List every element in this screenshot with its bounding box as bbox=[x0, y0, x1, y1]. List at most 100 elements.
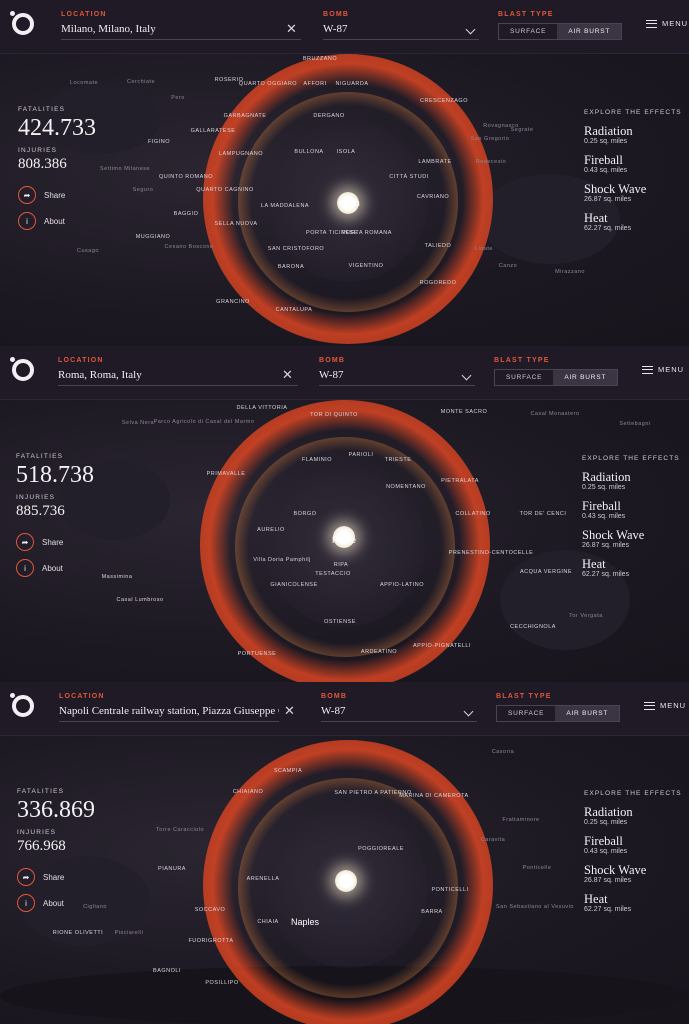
map-milan[interactable]: Milan ROSERIO QUARTO OGGIARO AFFORI NIGU… bbox=[0, 54, 689, 346]
map-place: GALLARATESE bbox=[190, 128, 236, 134]
map-place: PRENESTINO-CENTOCELLE bbox=[448, 550, 534, 556]
map-place: Rovagnasco bbox=[483, 123, 519, 129]
air-burst-button[interactable]: AIR BURST bbox=[557, 24, 622, 39]
injuries-label: INJURIES bbox=[16, 494, 56, 501]
info-icon: i bbox=[17, 894, 35, 912]
top-bar: LOCATION Milano, Milano, Italy ✕ BOMB W-… bbox=[0, 0, 689, 54]
menu-button[interactable]: MENU bbox=[642, 365, 684, 374]
air-burst-button[interactable]: AIR BURST bbox=[553, 370, 618, 385]
effects-panel: EXPLORE THE EFFECTS Radiation 0.25 sq. mi… bbox=[584, 790, 684, 921]
map-place: BULLONA bbox=[294, 149, 324, 155]
map-place: Tor Vergata bbox=[569, 613, 603, 619]
map-place: QUINTO ROMANO bbox=[158, 174, 214, 180]
location-input[interactable]: Milano, Milano, Italy bbox=[61, 20, 301, 40]
effect-fireball[interactable]: Fireball 0.43 sq. miles bbox=[584, 153, 628, 174]
bomb-label: BOMB bbox=[323, 11, 350, 18]
stats-panel: FATALITIES 424.733 INJURIES 808.386 ➦ Sh… bbox=[18, 106, 96, 230]
map-place: Caravita bbox=[480, 837, 506, 843]
map-place: PRIMAVALLE bbox=[206, 471, 246, 477]
map-place: PIANURA bbox=[158, 866, 186, 872]
share-label: Share bbox=[42, 537, 64, 547]
map-place: AURELIO bbox=[257, 527, 285, 533]
map-place: CITTÀ STUDI bbox=[389, 174, 429, 180]
clear-location-icon[interactable]: ✕ bbox=[284, 703, 295, 718]
effect-shock-wave[interactable]: Shock Wave 26.87 sq. miles bbox=[584, 182, 647, 203]
map-place: POSILLIPO bbox=[205, 980, 239, 986]
air-burst-button[interactable]: AIR BURST bbox=[555, 706, 620, 721]
effects-panel: EXPLORE THE EFFECTS Radiation 0.25 sq. mi… bbox=[582, 455, 682, 586]
share-button[interactable]: ➦ Share bbox=[16, 533, 94, 551]
map-place: ARDEATINO bbox=[360, 649, 398, 655]
effect-radiation[interactable]: Radiation 0.25 sq. miles bbox=[584, 124, 633, 145]
map-place: LAMBRATE bbox=[418, 159, 452, 165]
effect-heat[interactable]: Heat 62.27 sq. miles bbox=[584, 211, 632, 232]
panel-naples: Naples SCAMPIA CHIAIANO SAN PIETRO A PAT… bbox=[0, 682, 689, 1024]
clear-location-icon[interactable]: ✕ bbox=[282, 367, 293, 382]
effect-radiation[interactable]: Radiation 0.25 sq. miles bbox=[582, 470, 631, 491]
map-place: Linate bbox=[475, 246, 493, 252]
surface-button[interactable]: SURFACE bbox=[506, 374, 543, 381]
map-rome[interactable]: Rome DELLA VITTORIA TOR DI QUINTO MONTE … bbox=[0, 400, 689, 682]
map-place: Cigliano bbox=[83, 904, 107, 910]
about-button[interactable]: i About bbox=[16, 559, 94, 577]
map-place: Selva Nera bbox=[121, 420, 155, 426]
about-button[interactable]: i About bbox=[17, 894, 95, 912]
fireball-core bbox=[335, 870, 357, 892]
share-button[interactable]: ➦ Share bbox=[17, 868, 95, 886]
bomb-select[interactable]: W-87 bbox=[323, 20, 479, 40]
fatalities-value: 424.733 bbox=[18, 115, 96, 141]
effect-radiation[interactable]: Radiation 0.25 sq. miles bbox=[584, 805, 633, 826]
map-place: FLAMINIO bbox=[302, 457, 332, 463]
map-place: FIGINO bbox=[148, 139, 170, 145]
effect-shock-wave[interactable]: Shock Wave 26.87 sq. miles bbox=[582, 528, 645, 549]
map-place: QUARTO OGGIARO bbox=[238, 81, 298, 87]
location-input[interactable]: Roma, Roma, Italy bbox=[58, 366, 298, 386]
surface-button[interactable]: SURFACE bbox=[508, 710, 545, 717]
site-logo-icon[interactable] bbox=[10, 357, 34, 381]
map-place: Canzo bbox=[498, 263, 518, 269]
location-label: LOCATION bbox=[59, 693, 105, 700]
surface-button[interactable]: SURFACE bbox=[510, 28, 547, 35]
map-place: OSTIENSE bbox=[324, 619, 356, 625]
top-bar: LOCATION Napoli Centrale railway station… bbox=[0, 682, 689, 736]
injuries-value: 885.736 bbox=[16, 503, 65, 519]
bomb-select[interactable]: W-87 bbox=[321, 702, 477, 722]
map-place: MUGGIANO bbox=[135, 234, 171, 240]
fireball-core bbox=[337, 192, 359, 214]
map-place: MONTE SACRO bbox=[440, 409, 488, 415]
location-label: LOCATION bbox=[61, 11, 107, 18]
menu-button[interactable]: MENU bbox=[646, 19, 688, 28]
city-label: Milan bbox=[338, 198, 360, 208]
about-button[interactable]: i About bbox=[18, 212, 96, 230]
effect-heat[interactable]: Heat 62.27 sq. miles bbox=[584, 892, 632, 913]
map-place: GARBAGNATE bbox=[223, 113, 267, 119]
bomb-label: BOMB bbox=[319, 357, 346, 364]
map-naples[interactable]: Naples SCAMPIA CHIAIANO SAN PIETRO A PAT… bbox=[0, 736, 689, 1024]
map-place: PORTUENSE bbox=[237, 651, 277, 657]
effect-heat[interactable]: Heat 62.27 sq. miles bbox=[582, 557, 630, 578]
site-logo-icon[interactable] bbox=[10, 11, 34, 35]
location-input[interactable]: Napoli Centrale railway station, Piazza … bbox=[59, 702, 279, 722]
blast-type-label: BLAST TYPE bbox=[494, 357, 550, 364]
city-label: Naples bbox=[290, 917, 320, 927]
map-place: TOR DI QUINTO bbox=[310, 412, 358, 418]
info-icon: i bbox=[16, 559, 34, 577]
clear-location-icon[interactable]: ✕ bbox=[286, 21, 297, 36]
map-place: TRIESTE bbox=[384, 457, 412, 463]
map-place: BARONA bbox=[277, 264, 305, 270]
share-arrow-icon: ➦ bbox=[16, 533, 34, 551]
share-button[interactable]: ➦ Share bbox=[18, 186, 96, 204]
effect-shock-wave[interactable]: Shock Wave 26.87 sq. miles bbox=[584, 863, 647, 884]
map-place: Cesano Boscone bbox=[164, 244, 214, 250]
bomb-select[interactable]: W-87 bbox=[319, 366, 475, 386]
map-place: ACQUA VERGINE bbox=[519, 569, 573, 575]
map-place: CHIAIANO bbox=[232, 789, 264, 795]
info-icon: i bbox=[18, 212, 36, 230]
map-place: Villa Doria Pamphilj bbox=[253, 557, 311, 563]
effect-fireball[interactable]: Fireball 0.43 sq. miles bbox=[584, 834, 628, 855]
map-place: Pero bbox=[171, 95, 185, 101]
map-place: TESTACCIO bbox=[315, 571, 351, 577]
menu-button[interactable]: MENU bbox=[644, 701, 686, 710]
effect-fireball[interactable]: Fireball 0.43 sq. miles bbox=[582, 499, 626, 520]
site-logo-icon[interactable] bbox=[10, 693, 34, 717]
